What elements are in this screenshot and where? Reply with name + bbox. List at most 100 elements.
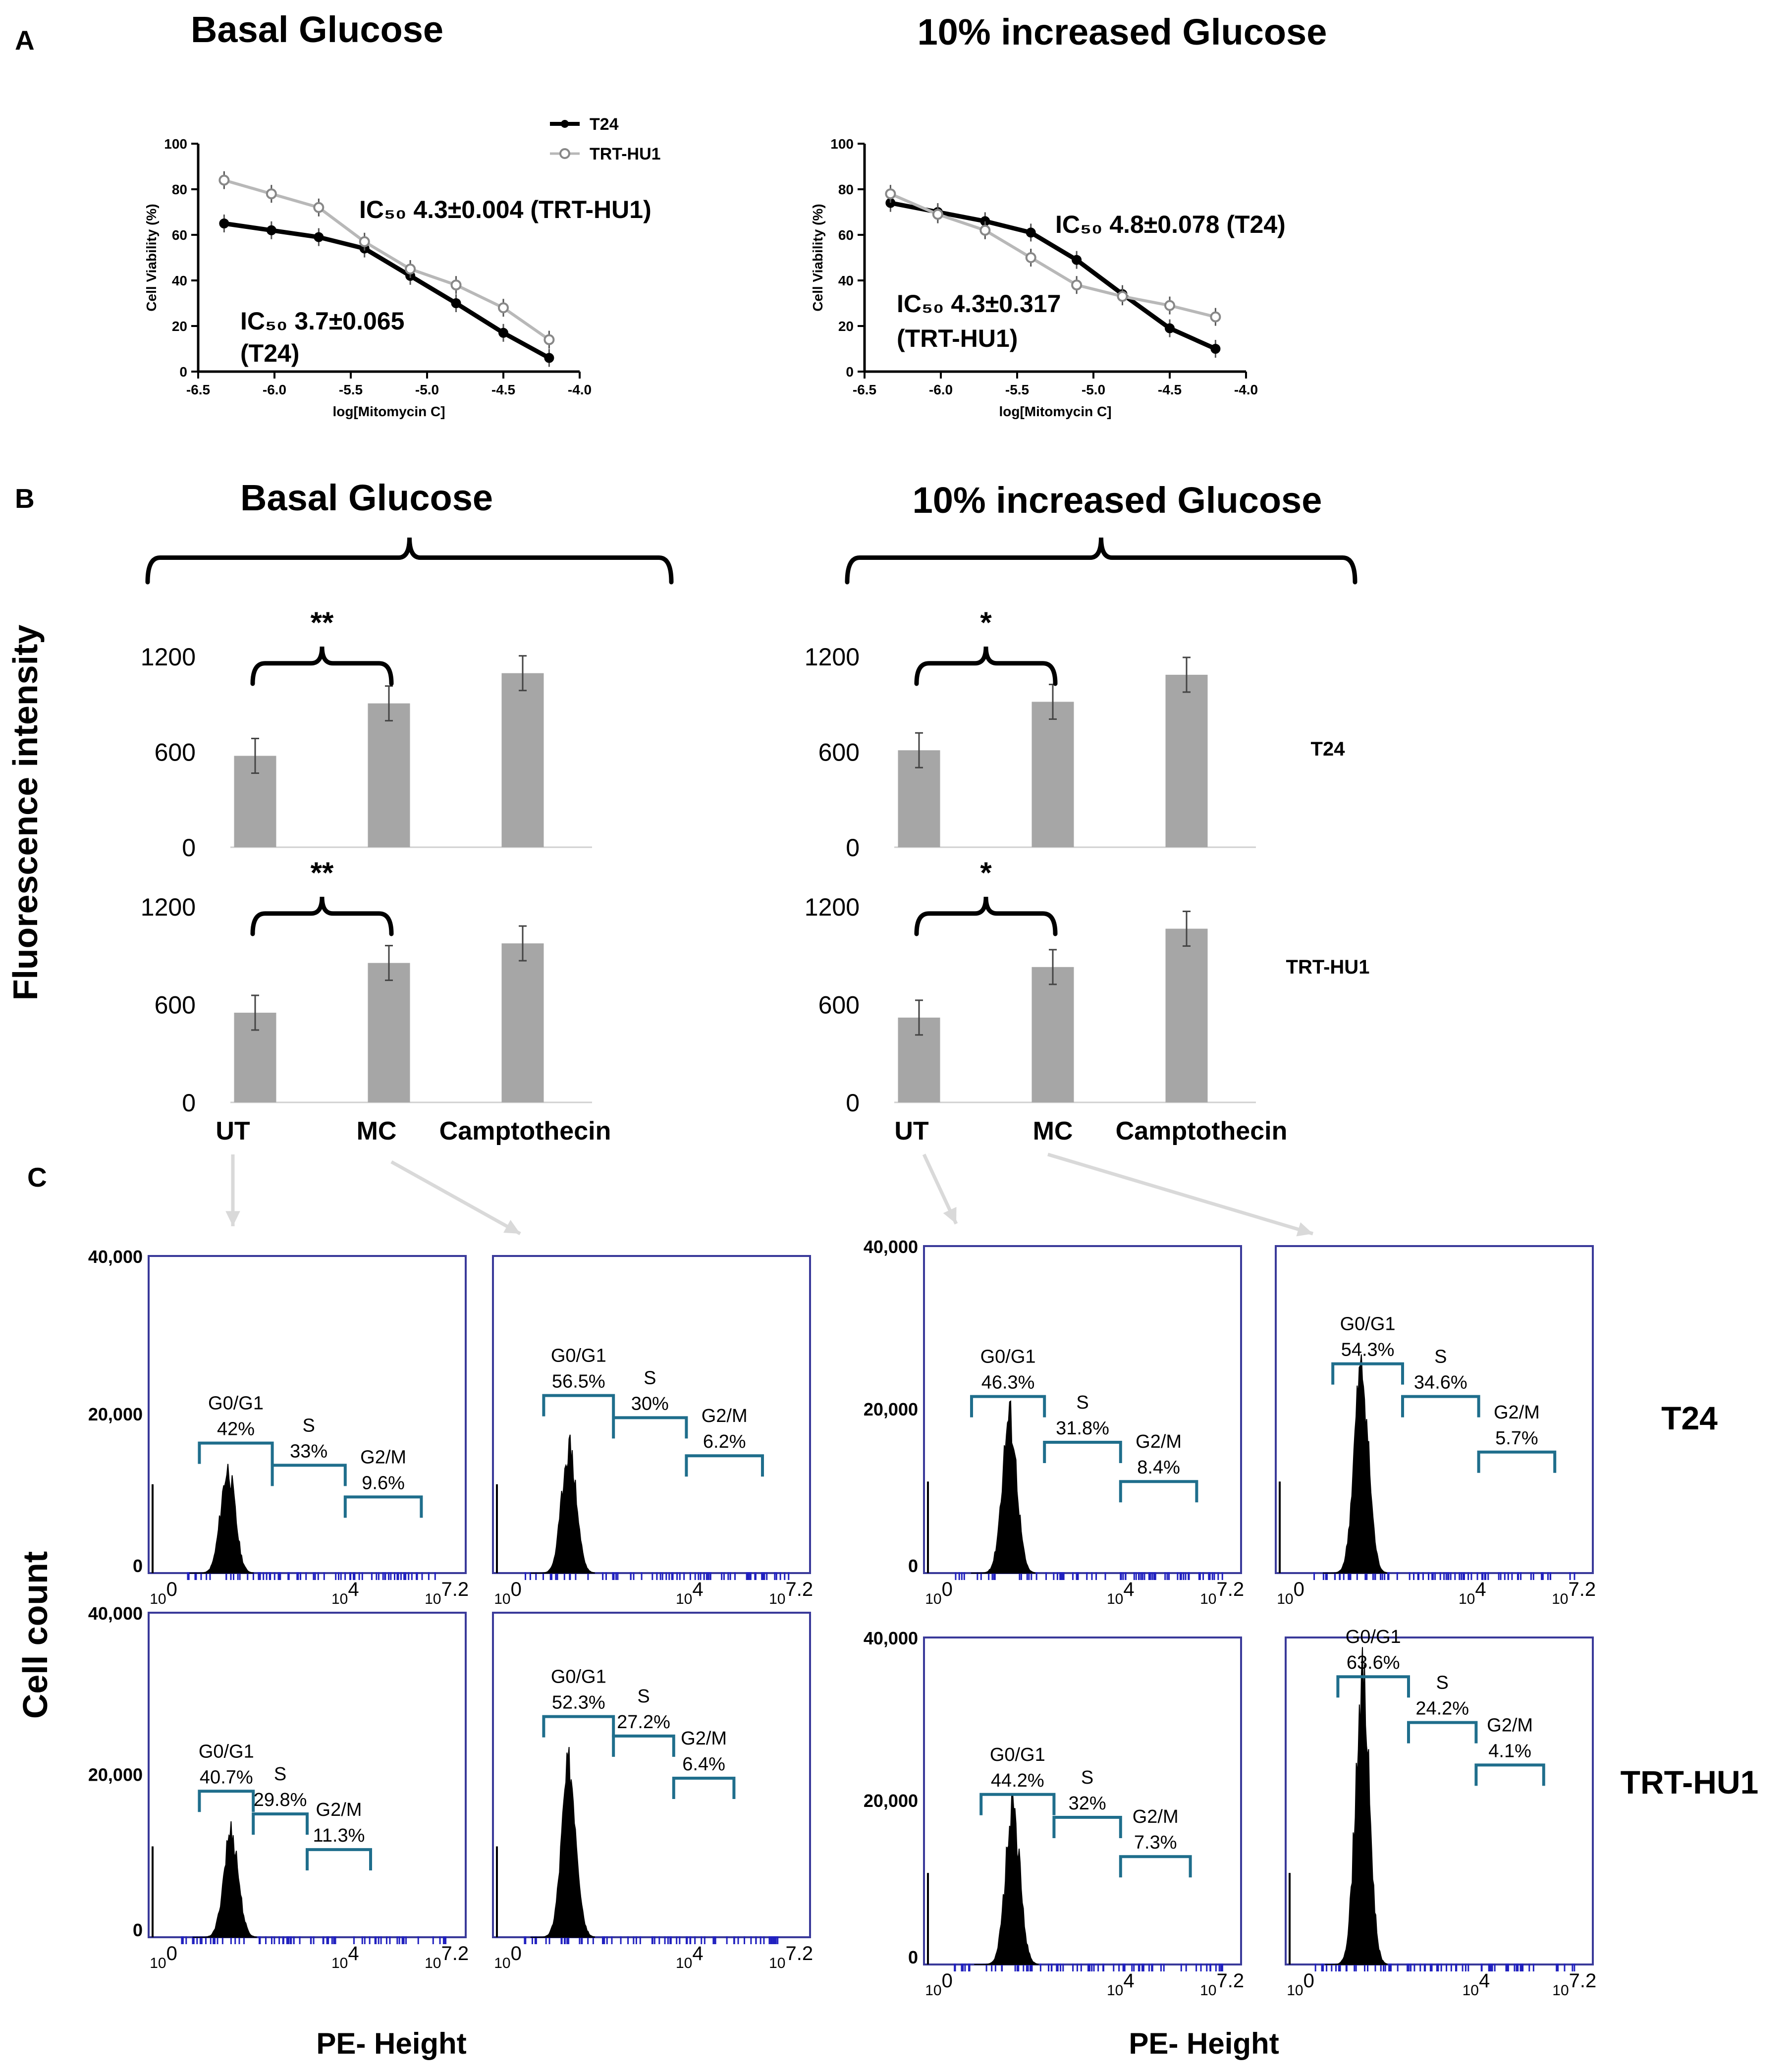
x-tick-label: -6.0 xyxy=(929,382,953,397)
x-tick-label: 107.2 xyxy=(1200,1579,1244,1607)
significance-stars: ** xyxy=(311,606,334,639)
bar-mc xyxy=(1031,967,1074,1102)
ic50-annotation: IC₅₀ 3.7±0.065 xyxy=(240,307,404,335)
x-tick-label: 104 xyxy=(1463,1970,1490,1999)
x-tick-label: 107.2 xyxy=(425,1943,469,1971)
ic50-annotation: IC₅₀ 4.3±0.004 (TRT-HU1) xyxy=(359,196,651,223)
y-axis-title: Cell Viability (%) xyxy=(144,204,159,311)
arrow-head xyxy=(503,1220,520,1234)
gate-name: S xyxy=(303,1415,315,1436)
histogram-peak xyxy=(531,1746,595,1938)
gate-percent: 5.7% xyxy=(1495,1428,1538,1449)
gate-bracket-g2m xyxy=(343,1495,423,1518)
bar-camptothecin xyxy=(501,943,544,1102)
gate-name: G0/G1 xyxy=(551,1346,606,1366)
x-tick-label: 100 xyxy=(150,1943,177,1971)
ic50-annotation: (T24) xyxy=(240,339,299,367)
gate-bracket-s xyxy=(612,1734,675,1757)
gate-percent: 32% xyxy=(1069,1793,1106,1814)
y-tick-label: 80 xyxy=(838,182,854,197)
ic50-annotation: (TRT-HU1) xyxy=(897,325,1018,352)
gate-bracket-g2m xyxy=(672,1777,736,1799)
gate-name: G0/G1 xyxy=(208,1393,264,1414)
significance-brace xyxy=(914,896,1058,936)
y-tick-label: 1200 xyxy=(805,893,860,921)
gate-bracket-s xyxy=(271,1464,347,1486)
x-tick-label: 107.2 xyxy=(1552,1970,1596,1999)
gate-percent: 30% xyxy=(631,1393,669,1414)
panel-label-a: A xyxy=(15,25,35,55)
y-tick-label: 600 xyxy=(818,991,860,1019)
data-point-trt-hu1 xyxy=(218,174,230,186)
ic50-annotation: IC₅₀ 4.8±0.078 (T24) xyxy=(1055,211,1286,238)
data-point-t24 xyxy=(266,225,276,235)
y-tick-label: 20,000 xyxy=(864,1791,918,1811)
gate-bracket-g0g1 xyxy=(198,1790,255,1812)
category-label: MC xyxy=(357,1117,397,1145)
data-point-t24 xyxy=(1210,344,1221,354)
arrow-head xyxy=(1296,1222,1313,1237)
connector-arrow xyxy=(1047,1152,1314,1236)
gate-name: S xyxy=(1081,1767,1093,1788)
legend-label-t24: T24 xyxy=(590,115,619,134)
panel-b-y-axis-title: Fluorescence intensity xyxy=(6,625,45,1001)
x-tick-label: 104 xyxy=(676,1579,704,1607)
y-tick-label: 20,000 xyxy=(864,1399,918,1419)
data-point-t24 xyxy=(1165,323,1175,333)
histogram-frame xyxy=(923,1636,1242,1965)
significance-stars: * xyxy=(980,606,992,639)
series-line-trt-hu1 xyxy=(223,178,550,341)
panel-b-left-title: Basal Glucose xyxy=(240,477,493,518)
group-brace-left xyxy=(145,537,674,585)
x-tick-label: -6.5 xyxy=(186,382,210,397)
histogram-peak xyxy=(190,1464,254,1574)
y-axis-title: Cell Viability (%) xyxy=(810,204,825,311)
gate-bracket-g2m xyxy=(1119,1480,1198,1503)
gate-name: G0/G1 xyxy=(990,1745,1045,1765)
data-point-trt-hu1 xyxy=(266,188,277,200)
data-point-t24 xyxy=(314,232,324,242)
y-tick-label: 60 xyxy=(172,227,187,243)
y-tick-label: 0 xyxy=(133,1920,143,1940)
histogram-peak xyxy=(531,1434,595,1574)
bar-camptothecin xyxy=(501,673,544,847)
y-tick-label: 40 xyxy=(838,273,854,288)
x-tick-label: 100 xyxy=(150,1579,177,1607)
data-point-t24 xyxy=(1026,227,1036,238)
arrow-head xyxy=(225,1211,240,1226)
y-tick-label: 0 xyxy=(908,1947,918,1967)
x-tick-label: 104 xyxy=(331,1579,359,1607)
gate-name: S xyxy=(1076,1392,1088,1413)
row-label: TRT-HU1 xyxy=(1286,956,1370,978)
data-point-trt-hu1 xyxy=(498,302,509,314)
y-tick-label: 20,000 xyxy=(88,1404,143,1424)
x-tick-label: 100 xyxy=(1287,1970,1314,1999)
row-label: T24 xyxy=(1311,738,1346,760)
x-tick-label: -4.0 xyxy=(568,382,592,397)
gate-bracket-g0g1 xyxy=(979,1793,1056,1815)
category-label: MC xyxy=(1033,1117,1073,1145)
connector-arrow xyxy=(390,1160,521,1236)
gate-percent: 31.8% xyxy=(1056,1418,1109,1439)
histogram-frame xyxy=(492,1612,811,1938)
y-tick-label: 20 xyxy=(838,319,854,334)
x-tick-label: -5.5 xyxy=(339,382,363,397)
y-tick-label: 40,000 xyxy=(864,1628,918,1648)
y-tick-label: 100 xyxy=(164,136,187,152)
data-point-t24 xyxy=(544,353,554,363)
gate-percent: 44.2% xyxy=(991,1770,1044,1791)
y-tick-label: 600 xyxy=(155,739,196,766)
row-label: T24 xyxy=(1661,1400,1718,1436)
x-axis-title: log[Mitomycin C] xyxy=(332,404,445,419)
y-tick-label: 40,000 xyxy=(88,1247,143,1267)
bar-camptothecin xyxy=(1165,928,1208,1102)
gate-name: S xyxy=(644,1367,656,1388)
y-tick-label: 20 xyxy=(172,319,187,334)
y-tick-label: 1200 xyxy=(805,643,860,671)
data-point-t24 xyxy=(498,327,508,338)
data-point-trt-hu1 xyxy=(450,279,462,291)
data-point-trt-hu1 xyxy=(1210,311,1221,323)
x-tick-label: 104 xyxy=(1459,1579,1486,1607)
gate-name: G0/G1 xyxy=(551,1667,606,1688)
legend-marker-t24 xyxy=(561,120,569,128)
